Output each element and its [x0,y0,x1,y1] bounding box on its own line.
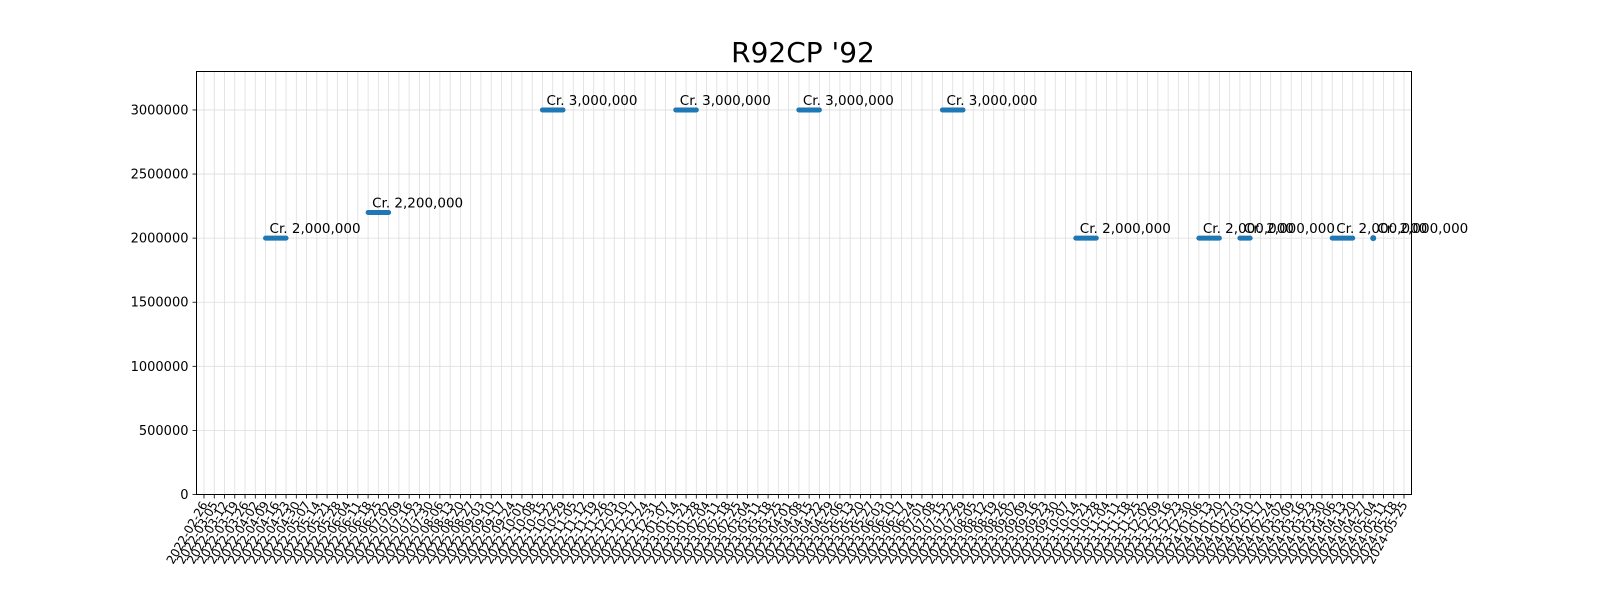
y-tick-label: 2500000 [131,168,189,183]
data-label: Cr. 3,000,000 [546,93,637,109]
data-label: Cr. 3,000,000 [803,93,894,109]
y-tick-label: 2000000 [131,232,189,247]
y-tick-label: 500000 [139,424,189,439]
data-label: Cr. 2,200,000 [372,196,463,212]
data-label: Cr. 3,000,000 [946,93,1037,109]
data-label: Cr. 2,000,000 [1377,221,1468,237]
y-axis: 0 500000 1000000 1500000 2000000 2500000 30000… [131,103,197,503]
y-tick-label: 0 [180,488,188,503]
plot-marks [263,107,1377,242]
chart-title: R92CP '92 [731,36,875,69]
data-label: Cr. 2,000,000 [270,221,361,237]
y-tick-label: 3000000 [131,103,189,118]
data-label: Cr. 2,000,000 [1336,221,1427,237]
data-point [1370,235,1377,242]
plot-frame [196,71,1412,495]
grid-layer [196,71,1412,495]
y-tick-label: 1500000 [131,296,189,311]
data-label: Cr. 2,000,000 [1244,221,1335,237]
data-label: Cr. 2,000,000 [1203,221,1294,237]
data-labels: Cr. 2,000,000 Cr. 2,200,000 Cr. 3,000,000 C… [270,93,1469,237]
data-label: Cr. 3,000,000 [680,93,771,109]
y-tick-label: 1000000 [131,360,189,375]
data-label: Cr. 2,000,000 [1080,221,1171,237]
x-axis: 2022-02-262022-03-052022-03-122022-03-19… [164,494,1411,566]
